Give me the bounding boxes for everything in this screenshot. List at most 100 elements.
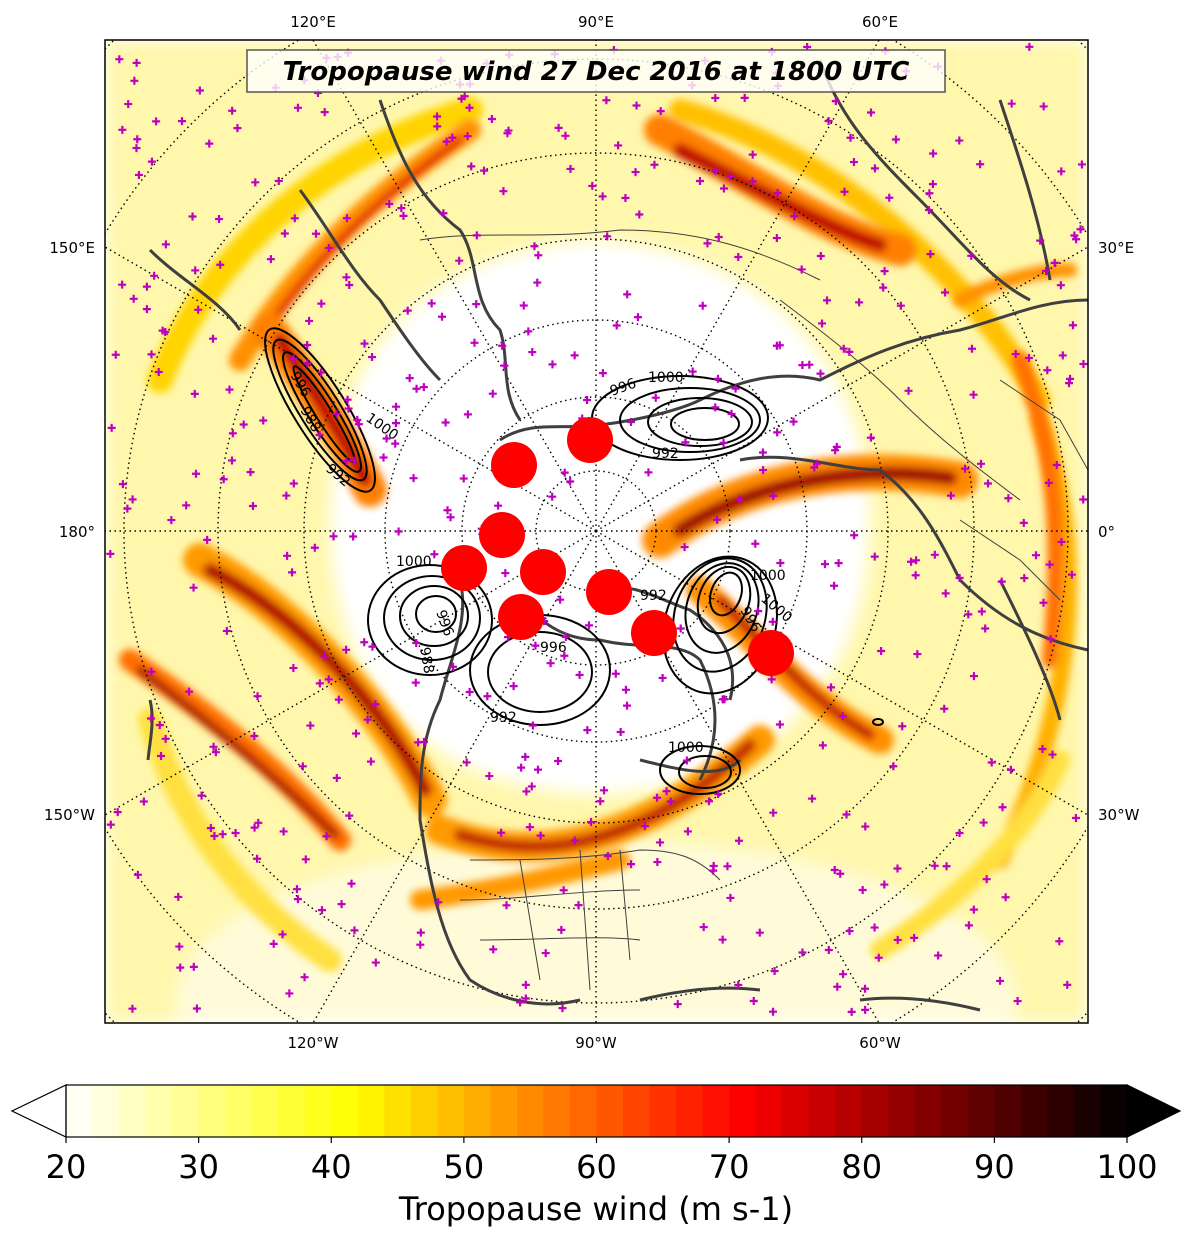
station-marker [818,319,827,328]
station-marker [371,700,380,709]
station-marker [930,550,939,559]
colorbar-tick-label: 90 [974,1148,1015,1186]
station-marker [789,417,798,426]
station-marker [885,193,894,202]
station-marker [519,301,528,310]
station-marker [816,251,825,260]
colorbar-cell [410,1085,438,1137]
colorbar-cell [623,1085,651,1137]
station-marker [497,828,506,837]
station-marker [324,243,333,252]
station-marker [391,439,400,448]
colorbar-cell [304,1085,332,1137]
station-marker [211,748,220,757]
longitude-labels: 120°E 90°E 60°E 120°W 90°W 60°W 150°E 18… [44,13,1140,1052]
station-marker [924,206,933,215]
station-marker [813,459,822,468]
station-marker [640,822,649,831]
station-marker [303,341,312,350]
station-marker [861,984,870,993]
station-marker [969,390,978,399]
station-marker [233,124,242,133]
station-marker [279,827,288,836]
colorbar-cell [967,1085,995,1137]
station-marker [942,862,951,871]
station-marker [651,393,660,402]
station-marker [907,557,916,566]
cyclone-marker [498,594,544,640]
station-marker [633,313,642,322]
station-marker [880,267,889,276]
station-marker [964,921,973,930]
station-marker [941,589,950,598]
station-marker [448,662,457,671]
station-marker [115,55,124,64]
station-marker [561,131,570,140]
cyclone-marker [479,512,525,558]
station-marker [1042,266,1051,275]
station-marker [566,164,575,173]
station-marker [480,166,489,175]
station-marker [681,438,690,447]
station-marker [124,100,133,109]
station-marker [754,607,763,616]
colorbar-tick-label: 50 [444,1148,485,1186]
station-marker [623,290,632,299]
station-marker [530,242,539,251]
station-marker [306,721,315,730]
station-marker [392,402,401,411]
lon-label-bottom: 120°W [288,1034,339,1052]
station-marker [420,737,428,746]
station-marker [560,651,569,660]
station-marker [840,187,849,196]
station-marker [203,535,212,544]
station-marker [107,423,116,432]
station-marker [893,864,902,873]
station-marker [488,389,497,398]
station-marker [1046,635,1055,644]
station-marker [509,682,518,691]
station-marker [430,550,439,559]
station-marker [790,212,799,221]
colorbar-tick-label: 20 [46,1148,87,1186]
station-marker [433,112,442,121]
station-marker [711,403,720,412]
colorbar-cell [251,1085,279,1137]
station-marker [855,298,864,307]
station-marker [215,215,224,224]
station-marker [189,962,198,971]
station-marker [197,791,206,800]
station-marker [775,720,784,729]
station-marker [666,797,675,806]
station-marker [776,559,785,568]
station-marker [1057,167,1066,176]
cyclone-marker [441,545,487,591]
station-marker [759,466,768,475]
station-marker [536,831,545,840]
station-marker [298,762,307,771]
station-marker [292,885,301,894]
station-marker [188,212,197,221]
station-marker [231,829,240,838]
station-marker [533,765,542,774]
station-marker [254,818,263,827]
station-marker [748,177,757,186]
station-marker [941,288,950,297]
station-marker [976,160,985,169]
colorbar-cell [145,1085,173,1137]
station-marker [147,667,156,676]
contour-cluster-labrador [659,745,741,795]
station-marker [152,117,161,126]
station-marker [228,106,237,115]
station-marker [541,949,550,958]
station-marker [928,180,937,189]
colorbar-tick-label: 70 [709,1148,750,1186]
station-marker [192,1004,201,1013]
colorbar-max-extend [1126,1084,1182,1138]
station-marker [349,532,358,541]
station-marker [521,980,530,989]
station-marker [155,720,164,729]
colorbar-cell [384,1085,412,1137]
station-marker [1058,351,1067,360]
station-marker [735,495,744,504]
